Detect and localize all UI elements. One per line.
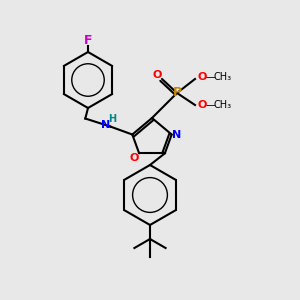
Text: —: — xyxy=(206,72,216,82)
Text: O: O xyxy=(152,70,162,80)
Text: —: — xyxy=(206,100,216,110)
Text: O: O xyxy=(198,72,207,82)
Text: F: F xyxy=(84,34,92,46)
Text: N: N xyxy=(101,119,110,130)
Text: O: O xyxy=(130,153,139,163)
Text: CH₃: CH₃ xyxy=(213,72,231,82)
Text: P: P xyxy=(172,86,182,100)
Text: O: O xyxy=(198,100,207,110)
Text: CH₃: CH₃ xyxy=(213,100,231,110)
Text: N: N xyxy=(172,130,181,140)
Text: H: H xyxy=(108,113,116,124)
